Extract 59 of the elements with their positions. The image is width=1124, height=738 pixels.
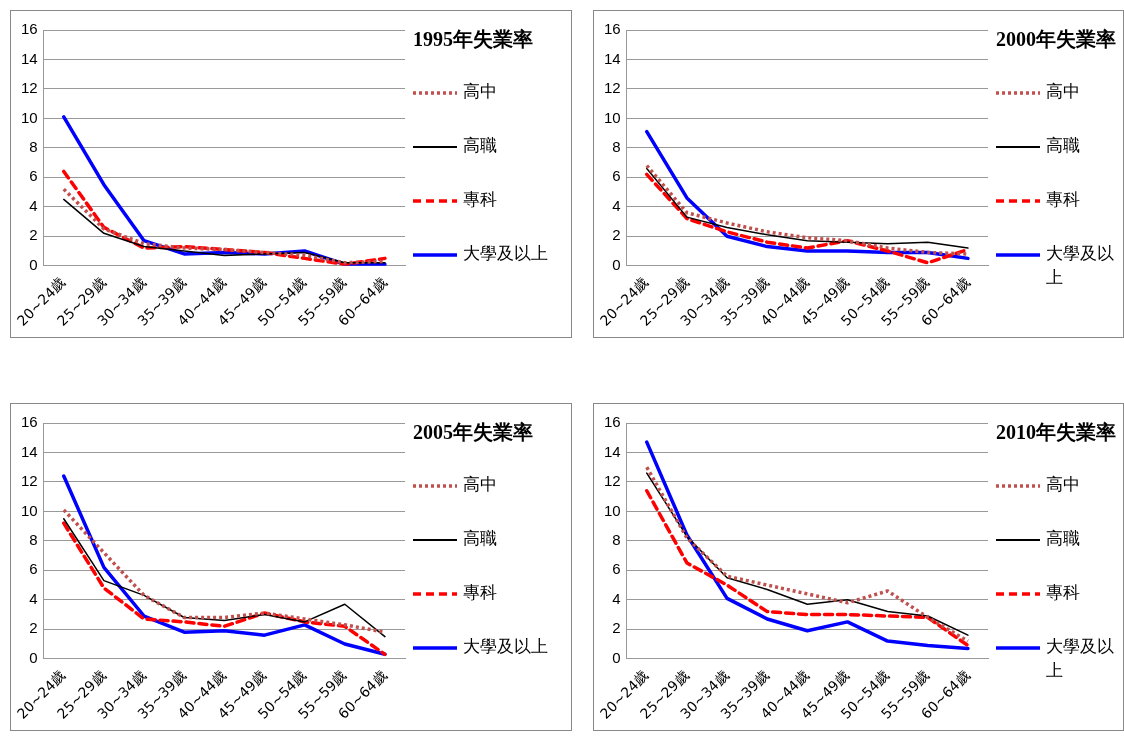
y-tick-label: 6 [612,560,621,578]
y-tick-label: 0 [612,648,621,666]
y-tick-label: 6 [29,167,38,185]
y-tick-label: 14 [604,442,621,460]
y-tick-label: 0 [29,255,38,273]
legend-label: 專科 [463,582,497,603]
y-tick-label: 0 [612,255,621,273]
legend-label: 大學及以上 [1046,243,1114,288]
y-tick-label: 0 [29,648,38,666]
legend-label: 高中 [463,81,497,102]
y-tick-label: 10 [21,501,38,519]
legend-label: 大學及以上 [463,243,548,264]
y-tick-label: 10 [604,501,621,519]
y-tick-label: 16 [21,413,38,431]
text: 2010年失業率 [996,421,1116,444]
y-tick-label: 8 [29,531,38,549]
legend-label: 高中 [463,474,497,495]
y-tick-label: 2 [612,226,621,244]
legend-label: 高職 [1046,528,1080,549]
y-tick-label: 8 [612,531,621,549]
y-tick-label: 16 [604,20,621,38]
y-tick-label: 16 [21,20,38,38]
y-tick-label: 6 [612,167,621,185]
legend-label: 專科 [1046,582,1080,603]
legend-label: 大學及以上 [463,636,548,657]
legend-label: 高職 [1046,135,1080,156]
y-tick-label: 12 [21,79,38,97]
y-tick-label: 10 [604,108,621,126]
y-tick-label: 8 [612,138,621,156]
y-tick-label: 14 [21,442,38,460]
legend-label: 高職 [463,528,497,549]
legend-label: 高職 [463,135,497,156]
y-tick-label: 4 [612,589,621,607]
text: 2005年失業率 [413,421,533,444]
y-tick-label: 4 [29,196,38,214]
y-tick-label: 8 [29,138,38,156]
y-tick-label: 4 [29,589,38,607]
legend-label: 高中 [1046,474,1080,495]
y-tick-label: 14 [21,49,38,67]
y-tick-label: 12 [604,472,621,490]
line-series [645,489,970,648]
text: 1995年失業率 [413,28,533,51]
y-tick-label: 14 [604,49,621,67]
y-tick-label: 2 [29,226,38,244]
line-series [62,521,387,657]
y-tick-label: 2 [612,619,621,637]
y-tick-label: 12 [21,472,38,490]
legend-label: 大學及以上 [1046,636,1114,681]
y-tick-label: 2 [29,619,38,637]
y-tick-label: 16 [604,413,621,431]
y-tick-label: 12 [604,79,621,97]
legend-label: 專科 [463,189,497,210]
y-tick-label: 4 [612,196,621,214]
legend-label: 高中 [1046,81,1080,102]
y-tick-label: 6 [29,560,38,578]
line-series [62,169,387,266]
legend-label: 專科 [1046,189,1080,210]
text: 2000年失業率 [996,28,1116,51]
y-tick-label: 10 [21,108,38,126]
